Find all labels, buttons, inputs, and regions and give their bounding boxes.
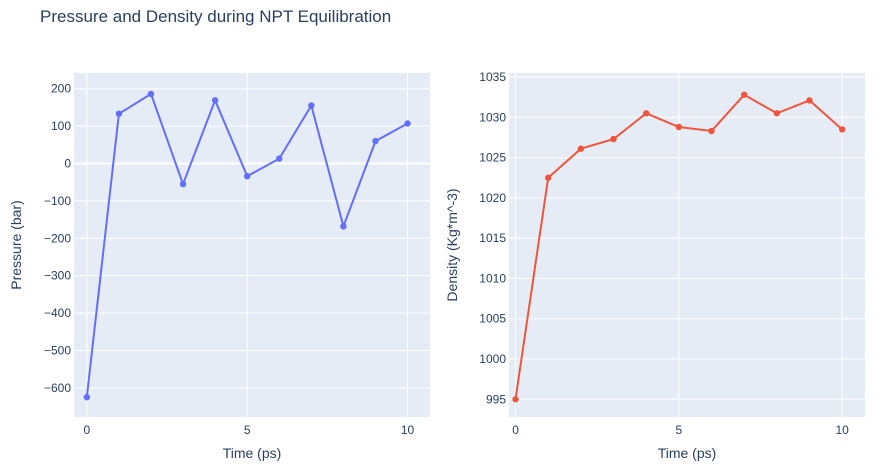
y-tick-label: 1015 [479, 231, 506, 245]
y-tick-label: 1030 [479, 110, 506, 124]
data-point[interactable] [773, 110, 781, 117]
y-tick-label: 100 [51, 119, 71, 133]
data-point[interactable] [544, 174, 552, 181]
y-tick-label: −400 [44, 306, 71, 320]
x-tick-label: 5 [244, 423, 251, 437]
y-tick-label: 1000 [479, 352, 506, 366]
y-tick-label: −100 [44, 194, 71, 208]
y-axis-title: Pressure (bar) [8, 200, 24, 289]
data-point[interactable] [308, 102, 315, 109]
y-tick-label: 1025 [479, 151, 506, 165]
data-point[interactable] [838, 126, 846, 133]
plot-area [74, 73, 430, 417]
data-point[interactable] [372, 137, 379, 145]
y-tick-label: −500 [44, 343, 71, 357]
y-tick-label: −600 [44, 381, 71, 395]
data-point[interactable] [340, 223, 347, 230]
data-point[interactable] [512, 396, 519, 403]
data-point[interactable] [610, 135, 617, 143]
data-point[interactable] [179, 180, 187, 188]
y-tick-label: 0 [64, 156, 71, 170]
data-point[interactable] [642, 110, 650, 117]
y-tick-label: −300 [44, 269, 71, 283]
x-tick-label: 10 [835, 423, 849, 437]
x-tick-label: 0 [512, 423, 519, 437]
x-axis-title: Time (ps) [223, 445, 282, 461]
y-tick-label: 1020 [479, 191, 506, 205]
data-point[interactable] [147, 90, 155, 98]
data-point[interactable] [243, 173, 251, 180]
data-point[interactable] [404, 120, 411, 127]
plot-area [509, 73, 865, 417]
data-point[interactable] [276, 155, 283, 162]
data-point[interactable] [115, 110, 123, 117]
y-tick-label: 1035 [479, 70, 506, 84]
data-point[interactable] [211, 97, 219, 104]
x-tick-label: 10 [401, 423, 415, 437]
data-point[interactable] [806, 97, 813, 104]
data-point[interactable] [577, 145, 585, 152]
data-point[interactable] [83, 393, 91, 401]
figure-title: Pressure and Density during NPT Equilibr… [40, 7, 392, 26]
chart-2: 0 5 10 995 1000 1005 1010 1015 1020 1025 1030 1035 T… [444, 70, 865, 461]
data-point[interactable] [708, 127, 715, 135]
x-tick-label: 5 [675, 423, 682, 437]
y-tick-label: 200 [51, 82, 71, 96]
y-tick-label: −200 [44, 231, 71, 245]
x-axis-title: Time (ps) [658, 445, 717, 461]
data-point[interactable] [675, 123, 683, 131]
data-point[interactable] [740, 91, 748, 98]
chart-1: 0 5 10 −600 −500 −400 −300 −200 −100 0 100 200 Time … [8, 73, 430, 461]
y-tick-label: 995 [486, 392, 506, 406]
y-axis-title: Density (Kg*m^-3) [444, 188, 460, 301]
x-tick-label: 0 [83, 423, 90, 437]
y-tick-label: 1005 [479, 312, 506, 326]
y-tick-label: 1010 [479, 271, 506, 285]
